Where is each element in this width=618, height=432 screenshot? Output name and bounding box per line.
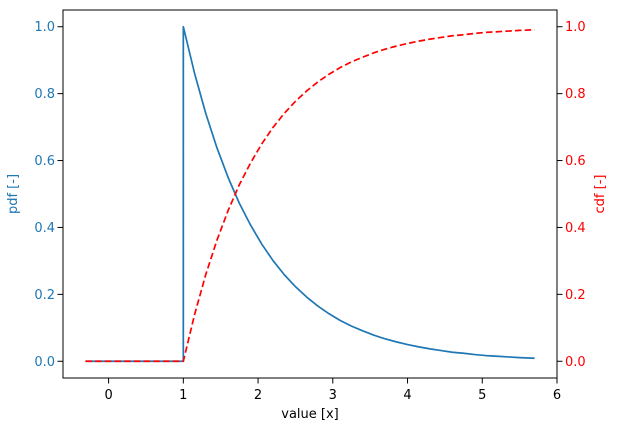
y-axis-label-left: pdf [-] <box>6 174 21 214</box>
y-tick-label-right: 0.6 <box>565 154 586 169</box>
x-tick-label: 3 <box>329 388 337 403</box>
y-tick-label-left: 0.4 <box>34 221 55 236</box>
plot-content: 0 1 2 3 4 5 6 0.0 0.2 0.4 0.6 0.8 1.0 0.0 0.2 0.4 0.6 0.8… <box>34 20 585 403</box>
x-tick-label: 6 <box>553 388 561 403</box>
plot-area <box>62 9 558 379</box>
y-tick-label-left: 0.0 <box>34 355 55 370</box>
cdf-line <box>85 28 535 363</box>
y-tick-label-left: 0.6 <box>34 154 55 169</box>
pdf-line <box>85 25 535 363</box>
y-tick-label-right: 0.8 <box>565 87 586 102</box>
x-tick-label: 4 <box>403 388 411 403</box>
y-tick-label-right: 0.2 <box>565 288 586 303</box>
y-tick-label-left: 0.2 <box>34 288 55 303</box>
y-tick-label-right: 0.0 <box>565 355 586 370</box>
x-tick-label: 5 <box>478 388 486 403</box>
y-tick-label-right: 1.0 <box>565 20 586 35</box>
y-axis-label-right: cdf [-] <box>593 175 608 214</box>
x-tick-label: 1 <box>179 388 187 403</box>
y-tick-label-right: 0.4 <box>565 221 586 236</box>
y-tick-label-left: 0.8 <box>34 87 55 102</box>
x-axis-label: value [x] <box>281 407 338 422</box>
x-tick-label: 0 <box>104 388 112 403</box>
y-tick-label-left: 1.0 <box>34 20 55 35</box>
x-tick-label: 2 <box>254 388 262 403</box>
